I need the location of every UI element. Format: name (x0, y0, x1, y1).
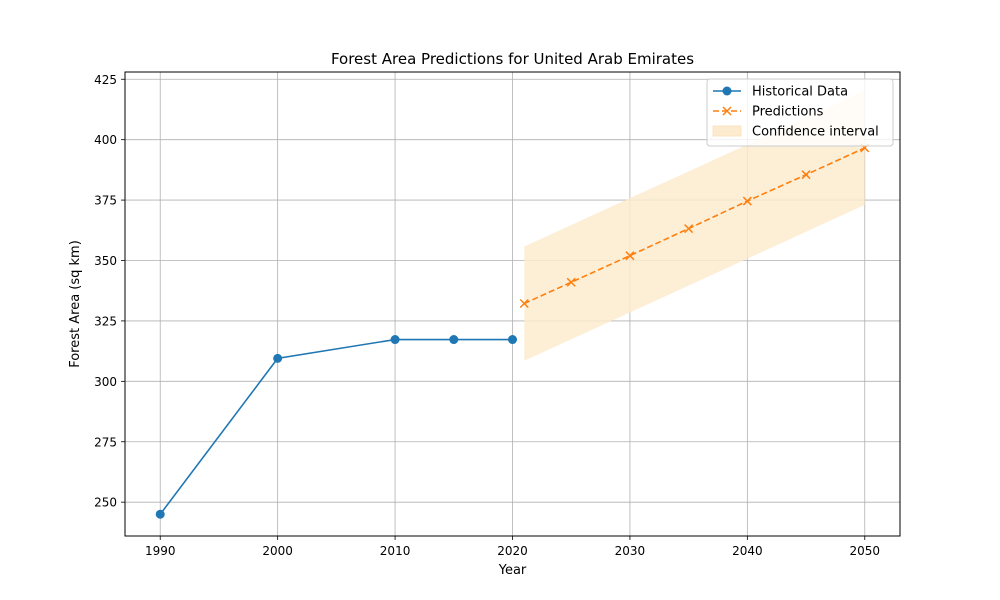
y-tick-label: 375 (94, 194, 117, 208)
y-tick-label: 275 (94, 435, 117, 449)
legend-swatch-band (712, 125, 742, 137)
legend-box (706, 78, 894, 147)
grid-lines (125, 72, 900, 536)
x-tick-label: 2050 (849, 544, 880, 558)
y-tick-label: 325 (94, 314, 117, 328)
series-historical-data (155, 335, 517, 519)
legend-marker (722, 86, 732, 96)
legend-label: Historical Data (752, 85, 848, 100)
data-point (390, 335, 400, 345)
x-tick-label: 2000 (262, 544, 293, 558)
chart-title: Forest Area Predictions for United Arab … (331, 50, 694, 68)
y-tick-label: 400 (94, 133, 117, 147)
legend: Historical Data Predictions Confidence int… (706, 78, 894, 147)
data-point (801, 170, 811, 180)
y-tick-label: 300 (94, 375, 117, 389)
y-tick-label: 350 (94, 254, 117, 268)
axis-ticks: 1990 2000 2010 2020 2030 2040 2050 250 275 300 325… (94, 73, 880, 558)
data-point (684, 224, 694, 234)
data-point (566, 277, 576, 287)
confidence-band (524, 90, 865, 361)
legend-label: Confidence interval (752, 125, 879, 140)
legend-marker (722, 106, 732, 116)
data-point (273, 353, 283, 363)
y-axis-label: Forest Area (sq km) (68, 240, 83, 368)
y-tick-label: 425 (94, 73, 117, 87)
legend-label: Predictions (752, 105, 824, 120)
data-point (519, 298, 529, 309)
data-point (742, 196, 752, 206)
confidence-interval-area (524, 90, 865, 361)
x-tick-label: 2010 (380, 544, 411, 558)
x-tick-label: 1990 (145, 544, 176, 558)
data-point (155, 509, 165, 519)
data-point (449, 335, 459, 345)
x-tick-label: 2020 (497, 544, 528, 558)
data-point (625, 251, 635, 261)
data-point (508, 335, 517, 345)
series-layer (155, 143, 870, 519)
x-axis-label: Year (498, 563, 527, 578)
x-tick-label: 2030 (615, 544, 646, 558)
y-tick-label: 250 (94, 496, 117, 510)
x-tick-label: 2040 (732, 544, 763, 558)
